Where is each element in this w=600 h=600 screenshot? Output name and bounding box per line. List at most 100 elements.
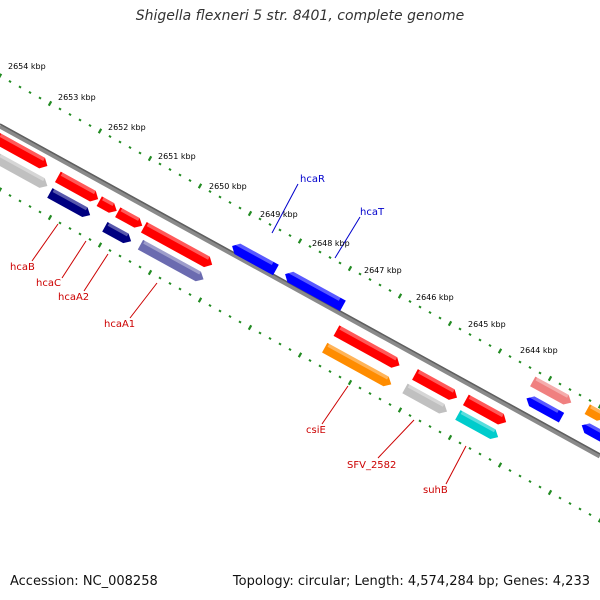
outer-tick — [578, 393, 582, 397]
outer-tick — [558, 382, 562, 386]
inner-tick — [547, 489, 553, 496]
gene-hcaB[interactable] — [0, 132, 50, 171]
gene-SFV_2582[interactable] — [412, 369, 460, 403]
outer-tick — [397, 293, 403, 299]
inner-tick — [268, 337, 272, 340]
leader-csiE — [321, 385, 349, 425]
outer-tick — [338, 261, 342, 265]
kbp-label: 2651 kbp — [158, 152, 196, 161]
gene-SFV_2582-body — [412, 369, 458, 400]
leader-hcaB — [31, 223, 59, 262]
inner-tick — [508, 469, 512, 472]
inner-tick — [328, 370, 332, 373]
inner-tick — [278, 342, 282, 346]
inner-tick — [578, 507, 582, 511]
outer-tick — [168, 168, 172, 171]
outer-tick — [138, 151, 142, 155]
gene-hcaT[interactable] — [282, 269, 346, 312]
cds-hcaC[interactable] — [47, 188, 93, 220]
cds-hcaA1[interactable] — [137, 239, 206, 284]
gene-edge-light-highlight — [535, 377, 569, 398]
inner-tick — [358, 386, 362, 390]
gene-labels: hcaB hcaC hcaA2 hcaA1 hcaR hcaT csiE SFV… — [10, 174, 448, 496]
gene-hcaA2-highlight — [102, 197, 115, 206]
outer-tick — [188, 179, 192, 182]
cds-suhB[interactable] — [455, 410, 501, 442]
gene-hcaA1[interactable] — [140, 221, 215, 270]
cds-csiE[interactable] — [322, 342, 394, 389]
cds-SFV_2582[interactable] — [402, 383, 449, 417]
outer-tick — [318, 250, 322, 254]
outer-tick — [368, 278, 372, 281]
inner-tick — [468, 447, 472, 450]
inner-tick — [388, 403, 392, 406]
gene-edge-blue[interactable] — [524, 394, 565, 423]
outer-tick — [208, 190, 212, 193]
cds-csiE-highlight — [327, 343, 389, 380]
gene-edge-light[interactable] — [530, 376, 574, 408]
gene-edge-blue-2[interactable] — [579, 420, 600, 444]
inner-tick — [588, 513, 592, 516]
inner-tick — [258, 331, 262, 335]
gene-hcaR[interactable] — [229, 241, 279, 276]
gene-label-hcaA2[interactable]: hcaA2 — [58, 292, 89, 303]
gene-edge-light-body — [530, 376, 572, 405]
gene-hcaA1-part[interactable] — [115, 207, 145, 230]
inner-tick — [247, 324, 253, 331]
inner-tick — [58, 221, 62, 225]
inner-tick — [568, 502, 572, 505]
gene-edge-blue-2-highlight — [584, 421, 600, 434]
gene-label-csiE[interactable]: csiE — [306, 425, 326, 436]
gene-label-hcaT[interactable]: hcaT — [360, 207, 385, 218]
kbp-label: 2649 kbp — [260, 210, 298, 219]
gene-hcaC-body — [54, 171, 99, 202]
outer-tick — [518, 360, 522, 364]
kbp-label: 2644 kbp — [520, 346, 558, 355]
outer-tick — [347, 265, 353, 272]
gene-suhB[interactable] — [462, 394, 509, 428]
kbp-label: 2654 kbp — [8, 62, 46, 71]
gene-edge-orange-highlight — [590, 405, 600, 414]
inner-tick — [338, 375, 342, 379]
outer-tick — [218, 195, 222, 199]
gene-label-hcaR[interactable]: hcaR — [300, 174, 325, 185]
kbp-label: 2647 kbp — [364, 266, 402, 275]
gene-hcaB-body — [0, 132, 48, 169]
kbp-label: 2650 kbp — [209, 182, 247, 191]
inner-tick — [458, 441, 462, 445]
gene-label-hcaB[interactable]: hcaB — [10, 262, 35, 273]
gene-label-suhB[interactable]: suhB — [423, 485, 448, 496]
outer-tick — [568, 388, 572, 391]
inner-tick — [0, 187, 3, 193]
leader-hcaC — [61, 240, 87, 279]
label-leaders — [31, 183, 467, 485]
gene-hcaC[interactable] — [54, 171, 101, 205]
inner-tick — [197, 297, 203, 303]
inner-tick-ruler — [0, 187, 600, 523]
cds-suhB-body — [455, 410, 499, 440]
gene-hcaA2-body — [96, 196, 117, 213]
outer-tick — [178, 173, 182, 177]
cds-suhB-highlight — [460, 411, 496, 433]
outer-tick — [78, 118, 82, 122]
outer-tick — [458, 327, 462, 331]
outer-tick — [478, 338, 482, 342]
feature-track — [0, 132, 600, 444]
gene-label-SFV_2582[interactable]: SFV_2582 — [347, 460, 396, 471]
gene-hcaC-highlight — [60, 172, 96, 195]
outer-tick — [28, 91, 32, 94]
gene-SFV_2582-highlight — [417, 370, 455, 393]
gene-csiE[interactable] — [333, 325, 403, 370]
cds-hcaA2[interactable] — [102, 221, 134, 246]
outer-tick — [47, 100, 53, 107]
outer-tick — [508, 355, 512, 358]
gene-label-hcaA1[interactable]: hcaA1 — [104, 319, 135, 330]
gene-csiE-body — [333, 325, 400, 368]
leader-SFV_2582 — [377, 419, 415, 459]
gene-edge-blue-highlight — [529, 394, 559, 413]
gene-hcaA2[interactable] — [96, 196, 120, 215]
gene-edge-orange[interactable] — [584, 404, 600, 423]
cds-hcaB[interactable] — [0, 153, 50, 191]
gene-label-hcaC[interactable]: hcaC — [36, 278, 61, 289]
inner-tick — [47, 214, 53, 221]
